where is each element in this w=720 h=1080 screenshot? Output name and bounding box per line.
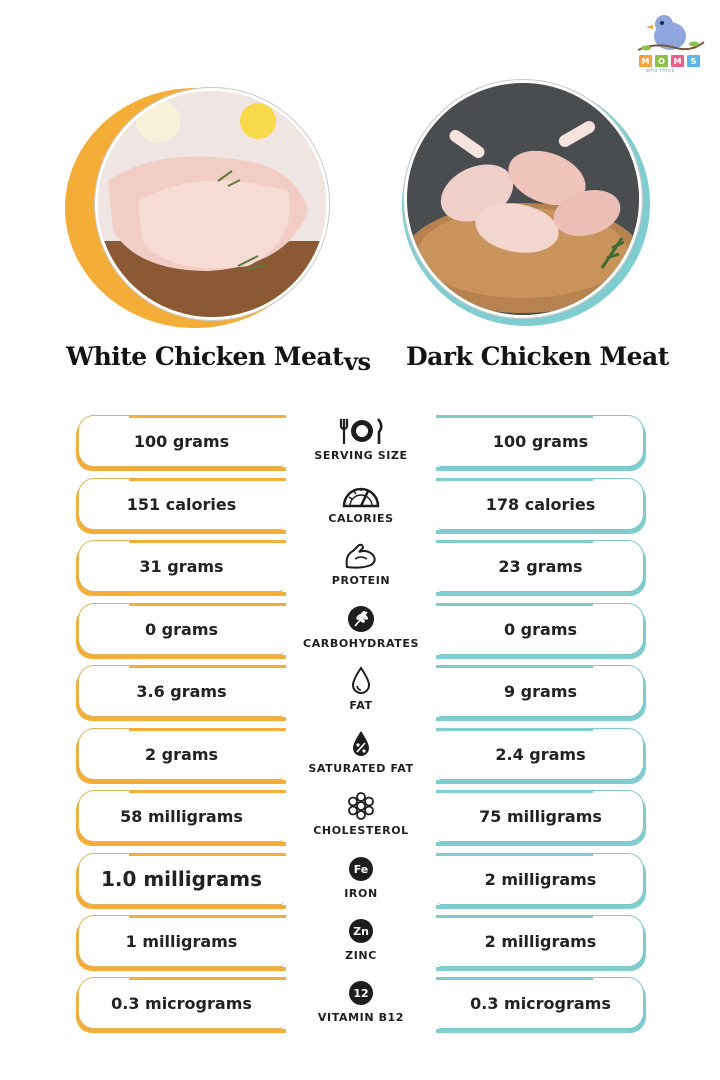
white-meat-value: 58 milligrams bbox=[78, 790, 286, 846]
nutrient-row: 3.6 grams FAT 9 grams bbox=[0, 665, 720, 723]
utensils-plate-icon bbox=[336, 415, 386, 447]
white-meat-value: 31 grams bbox=[78, 540, 286, 596]
dark-meat-value: 100 grams bbox=[436, 415, 644, 471]
bird-icon bbox=[637, 15, 705, 51]
nutrient-label: CARBOHYDRATES bbox=[296, 603, 426, 661]
nutrient-label: 12 VITAMIN B12 bbox=[296, 977, 426, 1035]
logo-letter: M bbox=[638, 54, 653, 68]
zn-badge-icon: Zn bbox=[349, 919, 373, 943]
fe-badge-icon: Fe bbox=[349, 857, 373, 881]
nutrient-label-text: VITAMIN B12 bbox=[317, 1011, 405, 1024]
nutrient-row: 58 milligrams CHOLESTEROL 75 milligrams bbox=[0, 790, 720, 848]
nutrient-row: 100 grams SERVING SIZE 100 grams bbox=[0, 415, 720, 473]
nutrient-label: Fe IRON bbox=[296, 853, 426, 911]
logo-letter: S bbox=[686, 54, 701, 68]
nutrient-label: CALORIES bbox=[296, 478, 426, 536]
dark-meat-value: 23 grams bbox=[436, 540, 644, 596]
nutrient-row: 0 grams CARBOHYDRATES 0 grams bbox=[0, 603, 720, 661]
white-meat-value: 2 grams bbox=[78, 728, 286, 784]
nutrient-label-text: FAT bbox=[349, 699, 373, 712]
white-chicken-breast-photo bbox=[94, 87, 330, 321]
molecule-icon bbox=[346, 790, 376, 822]
wheat-icon bbox=[346, 603, 376, 635]
nutrient-label: SATURATED FAT bbox=[296, 728, 426, 786]
nutrient-label: CHOLESTEROL bbox=[296, 790, 426, 848]
white-meat-value: 151 calories bbox=[78, 478, 286, 534]
dark-meat-value: 0.3 micrograms bbox=[436, 977, 644, 1033]
percent-drop-icon bbox=[349, 728, 373, 760]
moms-who-think-logo: M O M S who think bbox=[632, 12, 710, 74]
nutrient-label-text: SATURATED FAT bbox=[308, 762, 414, 775]
drop-icon bbox=[349, 665, 373, 697]
dark-meat-value: 2 milligrams bbox=[436, 915, 644, 971]
muscle-arm-icon bbox=[341, 540, 381, 572]
nutrient-row: 0.3 micrograms 12 VITAMIN B12 0.3 microg… bbox=[0, 977, 720, 1035]
nutrient-label: Zn ZINC bbox=[296, 915, 426, 973]
white-meat-value: 1.0 milligrams bbox=[78, 853, 286, 909]
dark-meat-value: 178 calories bbox=[436, 478, 644, 534]
logo-letter: M bbox=[670, 54, 685, 68]
dark-meat-value: 0 grams bbox=[436, 603, 644, 659]
dark-meat-title: Dark Chicken Meat bbox=[406, 342, 669, 371]
white-meat-value: 100 grams bbox=[78, 415, 286, 471]
nutrient-row: 2 grams SATURATED FAT 2.4 grams bbox=[0, 728, 720, 786]
nutrient-row: 1 milligrams Zn ZINC 2 milligrams bbox=[0, 915, 720, 973]
nutrient-label-text: ZINC bbox=[345, 949, 377, 962]
b12-badge-icon: 12 bbox=[349, 981, 373, 1005]
nutrient-label: SERVING SIZE bbox=[296, 415, 426, 473]
nutrient-row: 151 calories CALORIES 178 calories bbox=[0, 478, 720, 536]
white-meat-title: White Chicken Meat bbox=[66, 342, 344, 371]
white-meat-value: 0.3 micrograms bbox=[78, 977, 286, 1033]
nutrient-label-text: IRON bbox=[344, 887, 378, 900]
logo-tagline: who think bbox=[646, 68, 675, 74]
white-meat-value: 1 milligrams bbox=[78, 915, 286, 971]
nutrient-row: 1.0 milligrams Fe IRON 2 milligrams bbox=[0, 853, 720, 911]
chicken-drumsticks-photo bbox=[403, 79, 643, 319]
nutrient-label-text: PROTEIN bbox=[331, 574, 391, 587]
nutrient-label: FAT bbox=[296, 665, 426, 723]
nutrient-label-text: CHOLESTEROL bbox=[313, 824, 409, 837]
logo-letter: O bbox=[654, 54, 669, 68]
nutrient-label-text: SERVING SIZE bbox=[314, 449, 408, 462]
nutrient-row: 31 grams PROTEIN 23 grams bbox=[0, 540, 720, 598]
white-meat-value: 3.6 grams bbox=[78, 665, 286, 721]
nutrient-label-text: CALORIES bbox=[328, 512, 394, 525]
dark-meat-value: 75 milligrams bbox=[436, 790, 644, 846]
vs-label: vs bbox=[344, 347, 371, 376]
nutrient-label: PROTEIN bbox=[296, 540, 426, 598]
nutrient-label-text: CARBOHYDRATES bbox=[303, 637, 419, 650]
dark-meat-value: 9 grams bbox=[436, 665, 644, 721]
white-meat-value: 0 grams bbox=[78, 603, 286, 659]
dark-meat-value: 2.4 grams bbox=[436, 728, 644, 784]
gauge-icon bbox=[341, 478, 381, 510]
dark-meat-value: 2 milligrams bbox=[436, 853, 644, 909]
